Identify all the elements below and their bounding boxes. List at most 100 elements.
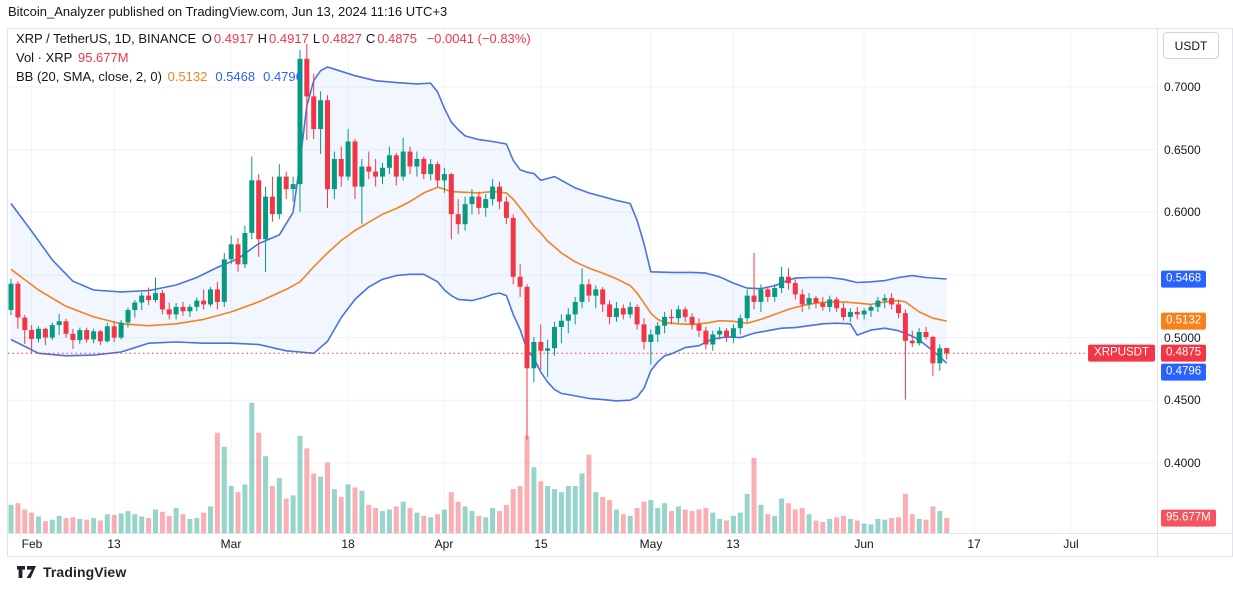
candle-body: [256, 180, 262, 240]
volume-bar: [36, 516, 41, 533]
volume-bar: [785, 503, 791, 533]
currency-toggle-button[interactable]: USDT: [1163, 32, 1219, 59]
candle-body: [909, 340, 915, 344]
volume-bar: [930, 506, 936, 533]
candle-body: [675, 309, 681, 319]
candle-body: [97, 331, 103, 342]
volume-bar: [455, 501, 461, 533]
volume-bar: [627, 515, 633, 533]
volume-bar: [311, 473, 317, 533]
volume-bar: [373, 507, 379, 533]
candle-body: [166, 309, 172, 315]
volume-bar: [70, 517, 76, 533]
time-tick-label: 13: [726, 537, 740, 551]
candle-body: [373, 171, 379, 177]
volume-bar: [572, 486, 578, 533]
volume-bar: [256, 432, 262, 533]
volume-bar: [29, 512, 35, 533]
volume-bar: [393, 506, 399, 533]
price-badge: 0.4875: [1161, 344, 1207, 362]
volume-bar: [180, 514, 186, 533]
volume-bar: [146, 518, 152, 533]
candle-body: [173, 306, 179, 315]
volume-bar: [242, 484, 248, 533]
volume-bar: [820, 522, 826, 533]
candle-body: [648, 334, 654, 342]
candle-body: [104, 326, 110, 342]
volume-bar: [724, 520, 729, 533]
volume-bar: [806, 514, 812, 533]
volume-bar: [751, 457, 757, 533]
volume-bar: [476, 515, 482, 533]
tradingview-logo-icon: [17, 566, 36, 578]
price-badge: 0.4796: [1161, 363, 1207, 381]
candle-body: [311, 96, 317, 129]
volume-bar: [552, 489, 557, 533]
candle-body: [29, 330, 35, 339]
price-tick-label: 0.6000: [1164, 205, 1201, 219]
symbol-title: XRP / TetherUS, 1D, BINANCE: [16, 31, 197, 46]
candle-body: [146, 295, 152, 300]
volume-bar: [600, 496, 606, 533]
candle-body: [882, 298, 888, 301]
candle-body: [8, 283, 14, 310]
volume-bar: [400, 501, 406, 533]
volume-bar: [469, 511, 475, 533]
volume-bar: [235, 492, 241, 533]
volume-bar: [263, 456, 269, 533]
volume-bar: [758, 504, 764, 533]
candle-body: [366, 166, 372, 172]
volume-bar: [834, 517, 840, 533]
volume-bar: [338, 496, 344, 533]
volume-bar: [854, 520, 860, 533]
volume-bar: [531, 467, 537, 533]
volume-bar: [579, 473, 585, 533]
candle-body: [565, 314, 571, 321]
volume-bar: [710, 512, 716, 533]
candle-body: [380, 167, 385, 177]
volume-bar: [352, 487, 358, 533]
volume-bar: [84, 519, 90, 533]
candle-body: [208, 289, 213, 305]
price-tick-label: 0.7000: [1164, 80, 1201, 94]
volume-bar: [524, 435, 530, 533]
candle-body: [455, 214, 461, 225]
volume-bar: [42, 521, 48, 533]
candle-body: [276, 176, 282, 215]
volume-bar: [345, 484, 351, 533]
candle-body: [132, 302, 138, 310]
bb-label: BB (20, SMA, close, 2, 0): [16, 69, 162, 84]
volume-bar: [607, 500, 613, 533]
volume-bar: [139, 516, 145, 533]
volume-bar: [201, 512, 207, 533]
volume-bar: [703, 507, 709, 533]
time-tick-label: Jul: [1063, 537, 1079, 551]
candle-body: [696, 324, 702, 331]
volume-bar: [889, 518, 895, 533]
candle-body: [448, 174, 454, 215]
candle-body: [421, 159, 427, 174]
volume-bar: [91, 518, 97, 533]
price-tick-label: 0.4000: [1164, 456, 1201, 470]
bb-value: 0.5132: [167, 69, 208, 84]
candle-body: [483, 199, 489, 208]
candle-body: [524, 286, 530, 369]
candle-body: [923, 332, 929, 337]
volume-bar: [380, 511, 385, 533]
candle-body: [758, 289, 764, 302]
grid-layer: [8, 29, 1157, 533]
volume-bar: [669, 511, 674, 533]
candle-body: [889, 298, 895, 305]
volume-bar: [448, 492, 454, 533]
candle-body: [717, 330, 723, 335]
price-tick-label: 0.6500: [1164, 143, 1201, 157]
candle-body: [352, 141, 358, 187]
candle-body: [497, 186, 502, 202]
tradingview-logo[interactable]: TradingView: [16, 564, 126, 580]
volume-bar: [517, 486, 523, 533]
candle-body: [269, 196, 275, 215]
volume-bar: [435, 514, 441, 533]
bb-value: 0.5468: [215, 69, 256, 84]
candle-body: [703, 330, 709, 345]
